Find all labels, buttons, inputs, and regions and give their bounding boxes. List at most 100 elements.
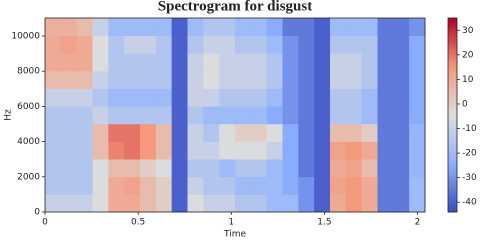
heatmap-cell bbox=[345, 106, 363, 125]
heatmap-cell bbox=[250, 70, 268, 89]
heatmap-cell bbox=[219, 141, 236, 160]
heatmap-cell bbox=[250, 176, 268, 195]
colorbar-swatch bbox=[448, 180, 457, 184]
heatmap-cell bbox=[60, 88, 78, 107]
heatmap-cell bbox=[203, 70, 220, 89]
colorbar-swatch bbox=[448, 129, 457, 133]
heatmap-cell bbox=[140, 106, 157, 125]
heatmap-cell bbox=[60, 106, 78, 125]
heatmap-cell bbox=[330, 176, 347, 195]
heatmap-cell bbox=[266, 194, 283, 213]
heatmap-cell bbox=[393, 88, 410, 107]
heatmap-cell bbox=[282, 141, 299, 160]
colorbar-swatch bbox=[448, 100, 457, 104]
heatmap-cell bbox=[76, 106, 93, 125]
heatmap-cell bbox=[298, 70, 315, 89]
heatmap-cell bbox=[76, 159, 93, 178]
heatmap-cell bbox=[140, 176, 157, 195]
colorbar-swatch bbox=[448, 105, 457, 109]
heatmap-cell bbox=[298, 159, 315, 178]
colorbar-swatch bbox=[448, 146, 457, 150]
colorbar-swatch bbox=[448, 93, 457, 96]
colorbar-swatch bbox=[448, 59, 457, 63]
heatmap-cell bbox=[124, 18, 141, 37]
heatmap-cell bbox=[140, 35, 157, 54]
heatmap-cell bbox=[155, 194, 173, 213]
heatmap-cell bbox=[76, 35, 93, 54]
heatmap-cell bbox=[314, 70, 331, 89]
colorbar-swatch bbox=[448, 148, 457, 152]
heatmap-cell bbox=[124, 159, 141, 178]
colorbar-swatch bbox=[448, 20, 457, 24]
heatmap-cell bbox=[45, 70, 62, 89]
heatmap-cell bbox=[282, 176, 299, 195]
x-tick-label: 0.5 bbox=[131, 218, 145, 228]
heatmap-cell bbox=[377, 88, 394, 107]
colorbar-swatch bbox=[448, 30, 457, 33]
heatmap-cell bbox=[171, 88, 188, 107]
heatmap-cell bbox=[266, 159, 283, 178]
colorbar-swatch bbox=[448, 76, 457, 80]
chart-title: Spectrogram for disgust bbox=[158, 0, 312, 14]
heatmap-cell bbox=[361, 106, 378, 125]
heatmap-cell bbox=[124, 123, 141, 142]
colorbar-swatch bbox=[448, 207, 457, 210]
heatmap-cell bbox=[203, 106, 220, 125]
heatmap-cell bbox=[345, 141, 363, 160]
heatmap-cell bbox=[235, 123, 252, 142]
heatmap-cell bbox=[140, 123, 157, 142]
heatmap-cell bbox=[155, 106, 173, 125]
heatmap-cell bbox=[76, 194, 93, 213]
colorbar-swatch bbox=[448, 165, 457, 169]
colorbar-swatch bbox=[448, 22, 457, 26]
heatmap-cell bbox=[298, 106, 315, 125]
colorbar-swatch bbox=[448, 117, 457, 121]
heatmap-cell bbox=[140, 194, 157, 213]
heatmap-cell bbox=[393, 176, 410, 195]
heatmap-cell bbox=[45, 194, 62, 213]
heatmap-cell bbox=[282, 159, 299, 178]
heatmap-cell bbox=[124, 88, 141, 107]
heatmap-cell bbox=[250, 141, 268, 160]
colorbar-swatch bbox=[448, 127, 457, 130]
heatmap-cell bbox=[171, 159, 188, 178]
heatmap-cell bbox=[92, 141, 109, 160]
colorbar-swatch bbox=[448, 68, 457, 72]
heatmap-cell bbox=[187, 106, 204, 125]
heatmap-cell bbox=[60, 141, 78, 160]
heatmap-cell bbox=[298, 88, 315, 107]
heatmap bbox=[45, 18, 426, 213]
heatmap-cell bbox=[409, 141, 426, 160]
heatmap-cell bbox=[282, 123, 299, 142]
heatmap-cell bbox=[108, 18, 125, 37]
heatmap-cell bbox=[60, 123, 78, 142]
colorbar-swatch bbox=[448, 202, 457, 206]
colorbar-swatch bbox=[448, 168, 457, 172]
heatmap-cell bbox=[124, 176, 141, 195]
colorbar: 30 20 10 0 -10 -20 -30 -40 bbox=[447, 17, 477, 213]
colorbar-swatch bbox=[448, 81, 457, 84]
heatmap-cell bbox=[76, 70, 93, 89]
heatmap-cell bbox=[140, 88, 157, 107]
heatmap-cell bbox=[235, 53, 252, 72]
heatmap-cell bbox=[155, 18, 173, 37]
heatmap-cell bbox=[76, 88, 93, 107]
heatmap-cell bbox=[219, 35, 236, 54]
heatmap-cell bbox=[361, 18, 378, 37]
colorbar-swatch bbox=[448, 139, 457, 143]
heatmap-cell bbox=[235, 159, 252, 178]
heatmap-cell bbox=[45, 106, 62, 125]
colorbar-swatch bbox=[448, 61, 457, 65]
colorbar-swatch bbox=[448, 136, 457, 140]
heatmap-cell bbox=[171, 194, 188, 213]
heatmap-cell bbox=[282, 53, 299, 72]
x-tick-label: 0 bbox=[42, 218, 48, 228]
heatmap-cell bbox=[171, 18, 188, 37]
heatmap-cell bbox=[282, 106, 299, 125]
colorbar-tick-label: -30 bbox=[462, 173, 477, 183]
heatmap-cell bbox=[92, 35, 109, 54]
heatmap-cell bbox=[76, 141, 93, 160]
colorbar-swatch bbox=[448, 131, 457, 135]
colorbar-swatch bbox=[448, 78, 457, 82]
heatmap-cell bbox=[393, 70, 410, 89]
